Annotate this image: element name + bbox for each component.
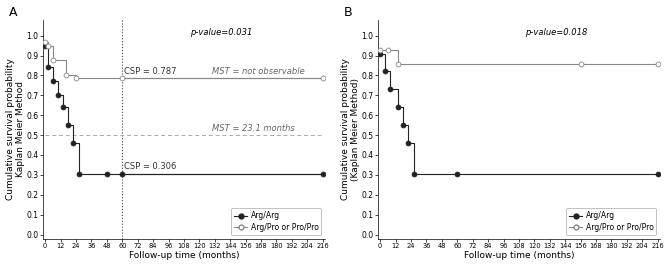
Text: B: B bbox=[344, 6, 352, 19]
Legend: Arg/Arg, Arg/Pro or Pro/Pro: Arg/Arg, Arg/Pro or Pro/Pro bbox=[230, 208, 322, 235]
Text: A: A bbox=[9, 6, 17, 19]
Text: p-value=0.018: p-value=0.018 bbox=[525, 28, 587, 38]
Text: MST = 23.1 months: MST = 23.1 months bbox=[212, 124, 295, 133]
Text: MST = not observable: MST = not observable bbox=[212, 66, 305, 76]
Y-axis label: Cumulative survival probability
Kaplan Meier Method: Cumulative survival probability Kaplan M… bbox=[5, 58, 25, 200]
Text: p-value=0.031: p-value=0.031 bbox=[190, 28, 252, 38]
Y-axis label: Cumulative survival probability
(Kaplan Meier Method): Cumulative survival probability (Kaplan … bbox=[340, 58, 360, 200]
Text: CSP = 0.306: CSP = 0.306 bbox=[124, 162, 177, 171]
Legend: Arg/Arg, Arg/Pro or Pro/Pro: Arg/Arg, Arg/Pro or Pro/Pro bbox=[565, 208, 657, 235]
Text: CSP = 0.787: CSP = 0.787 bbox=[124, 66, 177, 76]
X-axis label: Follow-up time (months): Follow-up time (months) bbox=[464, 251, 574, 260]
X-axis label: Follow-up time (months): Follow-up time (months) bbox=[129, 251, 239, 260]
